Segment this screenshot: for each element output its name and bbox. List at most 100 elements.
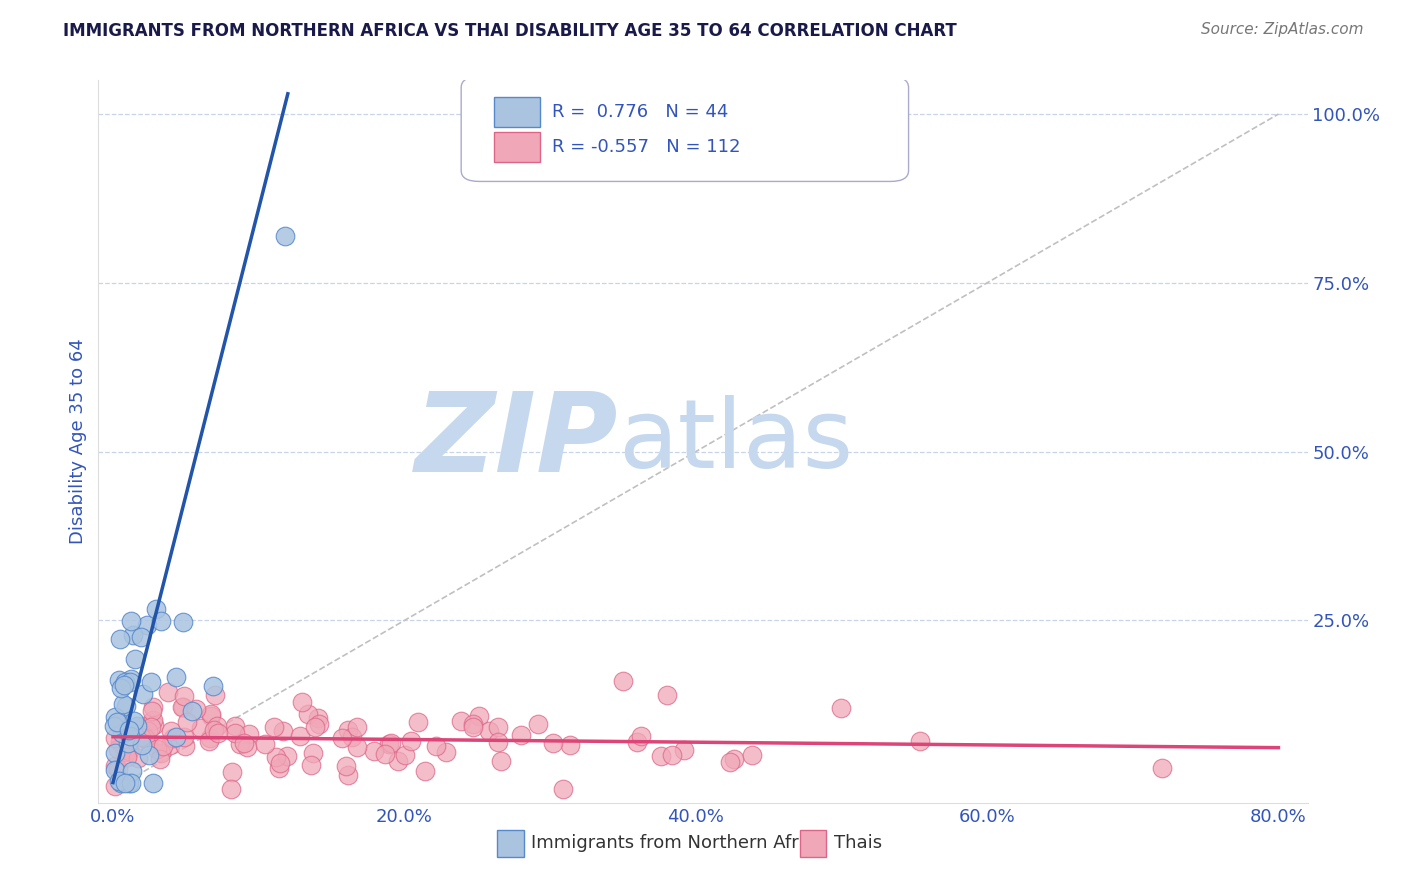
- Text: R = -0.557   N = 112: R = -0.557 N = 112: [551, 137, 741, 156]
- Point: [127, 751, 149, 765]
- Point: [111, 739, 134, 753]
- Text: R =  0.776   N = 44: R = 0.776 N = 44: [551, 103, 728, 121]
- Point: [236, 740, 259, 755]
- Point: [302, 746, 325, 760]
- Point: [108, 673, 131, 687]
- Point: [269, 756, 291, 771]
- Point: [132, 687, 155, 701]
- Point: [478, 724, 501, 739]
- Point: [197, 733, 219, 747]
- Point: [273, 723, 295, 738]
- Point: [111, 697, 134, 711]
- Point: [132, 719, 155, 733]
- Point: [107, 741, 129, 756]
- Point: [346, 720, 368, 734]
- Point: [110, 714, 132, 728]
- Point: [162, 731, 184, 746]
- Point: [174, 739, 197, 753]
- Point: [172, 699, 194, 714]
- Point: [450, 714, 472, 728]
- Point: [830, 701, 852, 715]
- Point: [650, 748, 672, 763]
- Point: [125, 719, 148, 733]
- Point: [132, 727, 155, 741]
- Point: [186, 702, 208, 716]
- Point: [118, 674, 141, 689]
- Point: [238, 727, 260, 741]
- Point: [221, 781, 243, 796]
- Point: [489, 754, 512, 768]
- Point: [553, 781, 575, 796]
- Point: [122, 628, 145, 642]
- Point: [172, 699, 194, 714]
- Point: [142, 713, 165, 727]
- Point: [173, 731, 195, 745]
- Bar: [494, 97, 540, 128]
- Point: [152, 739, 174, 753]
- Point: [150, 746, 173, 760]
- FancyBboxPatch shape: [461, 77, 908, 181]
- Text: Immigrants from Northern Africa: Immigrants from Northern Africa: [531, 834, 825, 852]
- Text: ZIP: ZIP: [415, 388, 619, 495]
- Point: [200, 709, 222, 723]
- Point: [172, 615, 194, 629]
- Point: [112, 678, 135, 692]
- Point: [308, 717, 330, 731]
- Point: [136, 734, 159, 748]
- Point: [138, 747, 160, 762]
- Point: [200, 706, 222, 721]
- Y-axis label: Disability Age 35 to 64: Disability Age 35 to 64: [69, 339, 87, 544]
- Point: [269, 761, 291, 775]
- Point: [346, 739, 368, 754]
- Point: [103, 718, 125, 732]
- Bar: [498, 830, 524, 857]
- Point: [157, 685, 180, 699]
- Point: [117, 733, 139, 747]
- Point: [190, 721, 212, 735]
- Point: [104, 759, 127, 773]
- Point: [118, 743, 141, 757]
- Text: IMMIGRANTS FROM NORTHERN AFRICA VS THAI DISABILITY AGE 35 TO 64 CORRELATION CHAR: IMMIGRANTS FROM NORTHERN AFRICA VS THAI …: [63, 22, 957, 40]
- Point: [541, 736, 564, 750]
- Point: [229, 737, 252, 751]
- Point: [159, 738, 181, 752]
- Point: [145, 742, 167, 756]
- Point: [337, 768, 360, 782]
- Point: [425, 739, 447, 753]
- Point: [120, 775, 142, 789]
- Point: [291, 694, 314, 708]
- Text: Thais: Thais: [834, 834, 882, 852]
- Point: [107, 762, 129, 776]
- Point: [118, 723, 141, 737]
- Point: [114, 675, 136, 690]
- Point: [129, 630, 152, 644]
- Point: [160, 724, 183, 739]
- Point: [387, 754, 409, 768]
- Point: [263, 720, 285, 734]
- Point: [221, 765, 243, 780]
- Point: [380, 736, 402, 750]
- Point: [124, 652, 146, 666]
- Point: [142, 775, 165, 789]
- Point: [527, 717, 550, 731]
- Point: [120, 614, 142, 628]
- Point: [173, 689, 195, 703]
- Point: [114, 699, 136, 714]
- Point: [180, 704, 202, 718]
- Point: [276, 749, 298, 764]
- Point: [297, 706, 319, 721]
- Point: [149, 751, 172, 765]
- Bar: [800, 830, 827, 857]
- Point: [463, 717, 485, 731]
- Point: [105, 714, 128, 729]
- Point: [204, 688, 226, 702]
- Point: [672, 743, 695, 757]
- Point: [202, 679, 225, 693]
- Point: [274, 228, 297, 243]
- Point: [141, 704, 163, 718]
- Point: [304, 720, 326, 734]
- Point: [165, 731, 187, 745]
- Point: [434, 745, 457, 759]
- Point: [111, 725, 134, 739]
- Point: [198, 731, 221, 745]
